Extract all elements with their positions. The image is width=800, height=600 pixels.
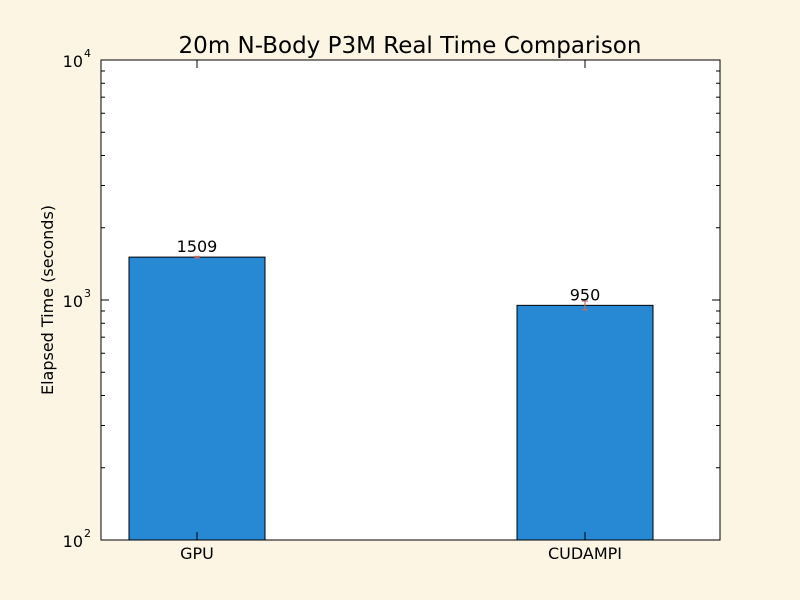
- y-tick-exponent: 2: [84, 527, 91, 540]
- y-axis-label: Elapsed Time (seconds): [38, 205, 57, 395]
- y-tick-label: 10: [63, 292, 83, 311]
- x-ticks: GPU CUDAMPI: [180, 60, 622, 563]
- chart-title: 20m N-Body P3M Real Time Comparison: [179, 33, 642, 59]
- bars-layer: 1509 950: [128, 237, 654, 541]
- bar: [128, 256, 266, 541]
- bar-value-label: 1509: [177, 237, 218, 256]
- bar: [516, 304, 654, 541]
- y-tick-exponent: 4: [84, 47, 91, 60]
- y-tick-label: 10: [63, 532, 83, 551]
- minor-ticks: [101, 70, 720, 469]
- x-tick-label: GPU: [180, 544, 214, 563]
- bar-value-label: 950: [570, 285, 601, 304]
- y-tick-label: 10: [63, 52, 83, 71]
- y-tick-exponent: 3: [84, 287, 91, 300]
- x-tick-label: CUDAMPI: [548, 544, 622, 563]
